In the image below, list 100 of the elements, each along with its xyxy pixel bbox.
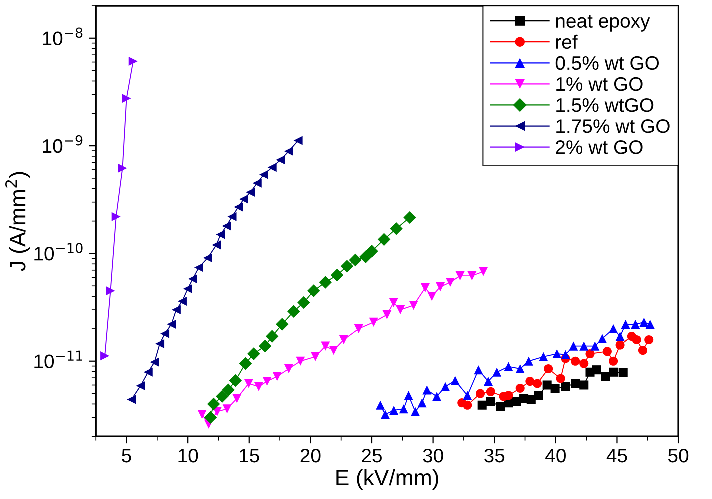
point [160, 329, 170, 338]
point [492, 368, 502, 377]
point [222, 222, 232, 231]
legend-label: neat epoxy [556, 15, 650, 32]
legend-label: 0.5% wt GO [556, 56, 660, 70]
point [194, 263, 204, 272]
point [294, 136, 303, 146]
point [118, 164, 128, 173]
point [268, 163, 277, 172]
point [198, 410, 207, 420]
point [644, 335, 654, 344]
point [404, 211, 416, 224]
x-tick-label: 35 [484, 448, 505, 463]
point [207, 398, 220, 411]
point [631, 320, 640, 330]
point [389, 298, 398, 308]
point [621, 320, 630, 330]
point [144, 368, 153, 377]
point [234, 202, 244, 212]
point [638, 346, 648, 356]
point [321, 342, 330, 351]
point [239, 194, 249, 204]
point [474, 366, 484, 375]
point [409, 301, 418, 310]
y-tick-label: 10$^{−8}$ [43, 28, 83, 46]
point [349, 254, 362, 267]
point [284, 146, 294, 156]
point [296, 356, 306, 366]
point [276, 318, 289, 331]
point [380, 410, 390, 420]
point [378, 233, 391, 246]
point [229, 374, 242, 388]
point [222, 404, 232, 414]
point [106, 286, 116, 296]
point [298, 296, 310, 310]
point [248, 348, 260, 360]
point [463, 400, 472, 410]
x-tick-label: 10 [178, 448, 198, 463]
point [390, 406, 399, 415]
point [319, 276, 332, 289]
point [598, 334, 608, 344]
point [136, 382, 146, 391]
point [359, 250, 372, 264]
point [478, 400, 487, 410]
point [155, 339, 165, 349]
x-tick-label: 25 [362, 448, 382, 463]
point [592, 366, 602, 375]
point [329, 346, 338, 356]
point [556, 374, 566, 384]
point [183, 284, 192, 294]
point [366, 245, 378, 258]
point [476, 389, 486, 398]
point [542, 380, 552, 390]
point [580, 342, 589, 351]
point [446, 278, 455, 288]
legend-label: 2% wt GO [556, 140, 643, 154]
point [262, 377, 272, 386]
point [422, 386, 432, 395]
point [128, 56, 138, 66]
point [544, 364, 554, 374]
point [486, 397, 496, 406]
point [150, 358, 160, 367]
point [204, 411, 218, 424]
point [428, 292, 437, 302]
point [436, 282, 446, 292]
point [420, 284, 430, 293]
point [216, 230, 226, 240]
point [222, 384, 235, 397]
legend-label: ref [556, 34, 578, 50]
point [534, 391, 544, 400]
point [561, 382, 570, 392]
point [330, 268, 344, 282]
point [188, 274, 198, 284]
point [418, 398, 427, 408]
point [258, 340, 272, 353]
point [239, 357, 252, 370]
point [618, 368, 628, 378]
x-tick-label: 5 [122, 449, 132, 463]
point [632, 335, 642, 344]
legend-label: 1.75% wt GO [556, 119, 670, 134]
point [212, 240, 222, 250]
point [432, 392, 442, 402]
point [580, 380, 589, 390]
point [533, 379, 542, 388]
point [411, 407, 420, 416]
point [590, 342, 600, 351]
point [178, 296, 187, 306]
point [399, 404, 408, 414]
point [369, 318, 378, 327]
point [561, 350, 570, 360]
point [246, 188, 256, 198]
point [216, 390, 229, 404]
point [311, 352, 320, 362]
point [463, 391, 472, 400]
point [550, 384, 560, 393]
legend-label: 1.5% wtGO [556, 98, 654, 112]
point [232, 394, 242, 404]
y-tick-label: 10$^{−9}$ [43, 135, 83, 154]
point [450, 376, 460, 386]
point [616, 340, 625, 350]
